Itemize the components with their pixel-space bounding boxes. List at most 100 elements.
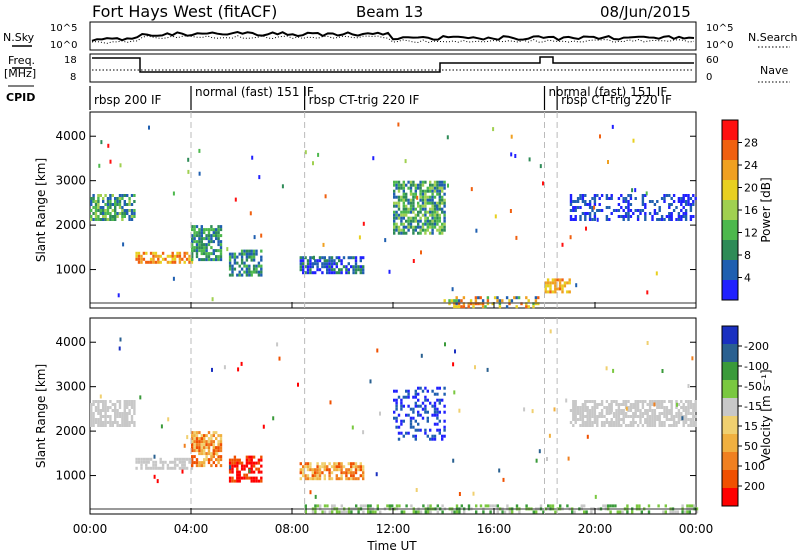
heatmap-cell [200, 234, 203, 238]
heatmap-cell [641, 424, 645, 427]
heatmap-cell [441, 228, 444, 232]
heatmap-cell [615, 412, 618, 415]
heatmap-cell [219, 443, 223, 447]
heatmap-cell [207, 255, 211, 259]
heatmap-cell [452, 362, 455, 367]
heatmap-cell [475, 510, 478, 514]
heatmap-cell [510, 299, 514, 303]
heatmap-cell [586, 400, 589, 403]
heatmap-cell [421, 225, 425, 229]
heatmap-cell [426, 219, 429, 223]
heatmap-cell [352, 474, 355, 478]
heatmap-cell [212, 446, 215, 450]
heatmap-cell [309, 262, 312, 266]
heatmap-cell [397, 189, 401, 193]
heatmap-cell [203, 464, 206, 468]
heatmap-cell [479, 296, 482, 300]
heatmap-cell [433, 404, 437, 408]
heatmap-cell [572, 424, 575, 427]
heatmap-cell [593, 205, 596, 210]
heatmap-cell [472, 305, 475, 309]
heatmap-cell [569, 409, 573, 412]
heatmap-cell [335, 510, 339, 514]
heatmap-cell [215, 231, 218, 235]
heatmap-cell [409, 198, 413, 202]
heatmap-cell [395, 201, 398, 205]
heatmap-cell [217, 446, 220, 450]
heatmap-cell [566, 290, 569, 294]
heatmap-cell [153, 474, 156, 479]
heatmap-cell [354, 465, 358, 469]
heatmap-cell [212, 452, 215, 456]
heatmap-cell [566, 504, 569, 508]
heatmap-cell [600, 194, 604, 197]
heatmap-cell [240, 476, 244, 480]
y-tick-label: 1000 [55, 263, 86, 277]
heatmap-cell [245, 464, 249, 468]
heatmap-cell [228, 252, 232, 256]
freq-panel: Freq. [MHz] 18 8 60 0 Nave [4, 53, 790, 83]
heatmap-cell [407, 210, 410, 214]
heatmap-cell [421, 183, 425, 187]
heatmap-cell [306, 468, 310, 472]
heatmap-cell [443, 392, 446, 396]
heatmap-cell [207, 449, 211, 453]
heatmap-cell [126, 403, 129, 406]
heatmap-cell [330, 271, 334, 275]
heatmap-cell [326, 271, 329, 275]
heatmap-cell [687, 406, 690, 409]
heatmap-cell [234, 197, 237, 202]
heatmap-cell [97, 206, 100, 209]
heatmap-cell [658, 415, 661, 418]
heatmap-cell [171, 251, 174, 255]
heatmap-cell [207, 240, 211, 244]
heatmap-cell [153, 454, 156, 459]
heatmap-cell [210, 434, 213, 438]
heatmap-cell [335, 271, 338, 275]
heatmap-cell [593, 215, 597, 218]
heatmap-cell [433, 186, 437, 190]
heatmap-cell [309, 265, 312, 269]
heatmap-cell [598, 197, 601, 200]
heatmap-cell [140, 257, 143, 261]
heatmap-cell [441, 186, 444, 190]
heatmap-cell [210, 464, 213, 468]
heatmap-cell [687, 197, 690, 200]
heatmap-cell [393, 389, 396, 393]
heatmap-cell [412, 434, 415, 438]
heatmap-cell [195, 461, 199, 465]
heatmap-cell [419, 231, 422, 235]
heatmap-cell [323, 256, 326, 260]
colorbar-tick-label: 100 [744, 460, 765, 473]
heatmap-cell [576, 409, 580, 412]
heatmap-cell [584, 212, 587, 215]
heatmap-cell [328, 265, 331, 269]
heatmap-cell [193, 431, 196, 435]
heatmap-cell [178, 251, 182, 255]
heatmap-cell [228, 264, 232, 268]
heatmap-cell [607, 504, 610, 508]
heatmap-cell [438, 431, 441, 435]
heatmap-cell [641, 203, 645, 206]
heatmap-cell [532, 510, 535, 514]
heatmap-cell [104, 203, 107, 206]
heatmap-cell [304, 256, 307, 260]
heatmap-cell [257, 261, 261, 265]
heatmap-cell [688, 510, 691, 514]
heatmap-cell [395, 186, 398, 190]
heatmap-cell [586, 406, 589, 409]
heatmap-cell [415, 510, 418, 514]
heatmap-cell [417, 213, 420, 217]
heatmap-cell [574, 218, 577, 221]
heatmap-cell [200, 240, 203, 244]
heatmap-cell [329, 400, 332, 405]
heatmap-cell [438, 225, 441, 229]
heatmap-cell [302, 268, 305, 272]
heatmap-cell [257, 458, 261, 462]
heatmap-cell [323, 465, 326, 469]
heatmap-cell [128, 200, 131, 203]
heatmap-cell [215, 255, 218, 259]
heatmap-cell [347, 462, 350, 466]
colorbar-tick-label: 20 [744, 182, 758, 195]
